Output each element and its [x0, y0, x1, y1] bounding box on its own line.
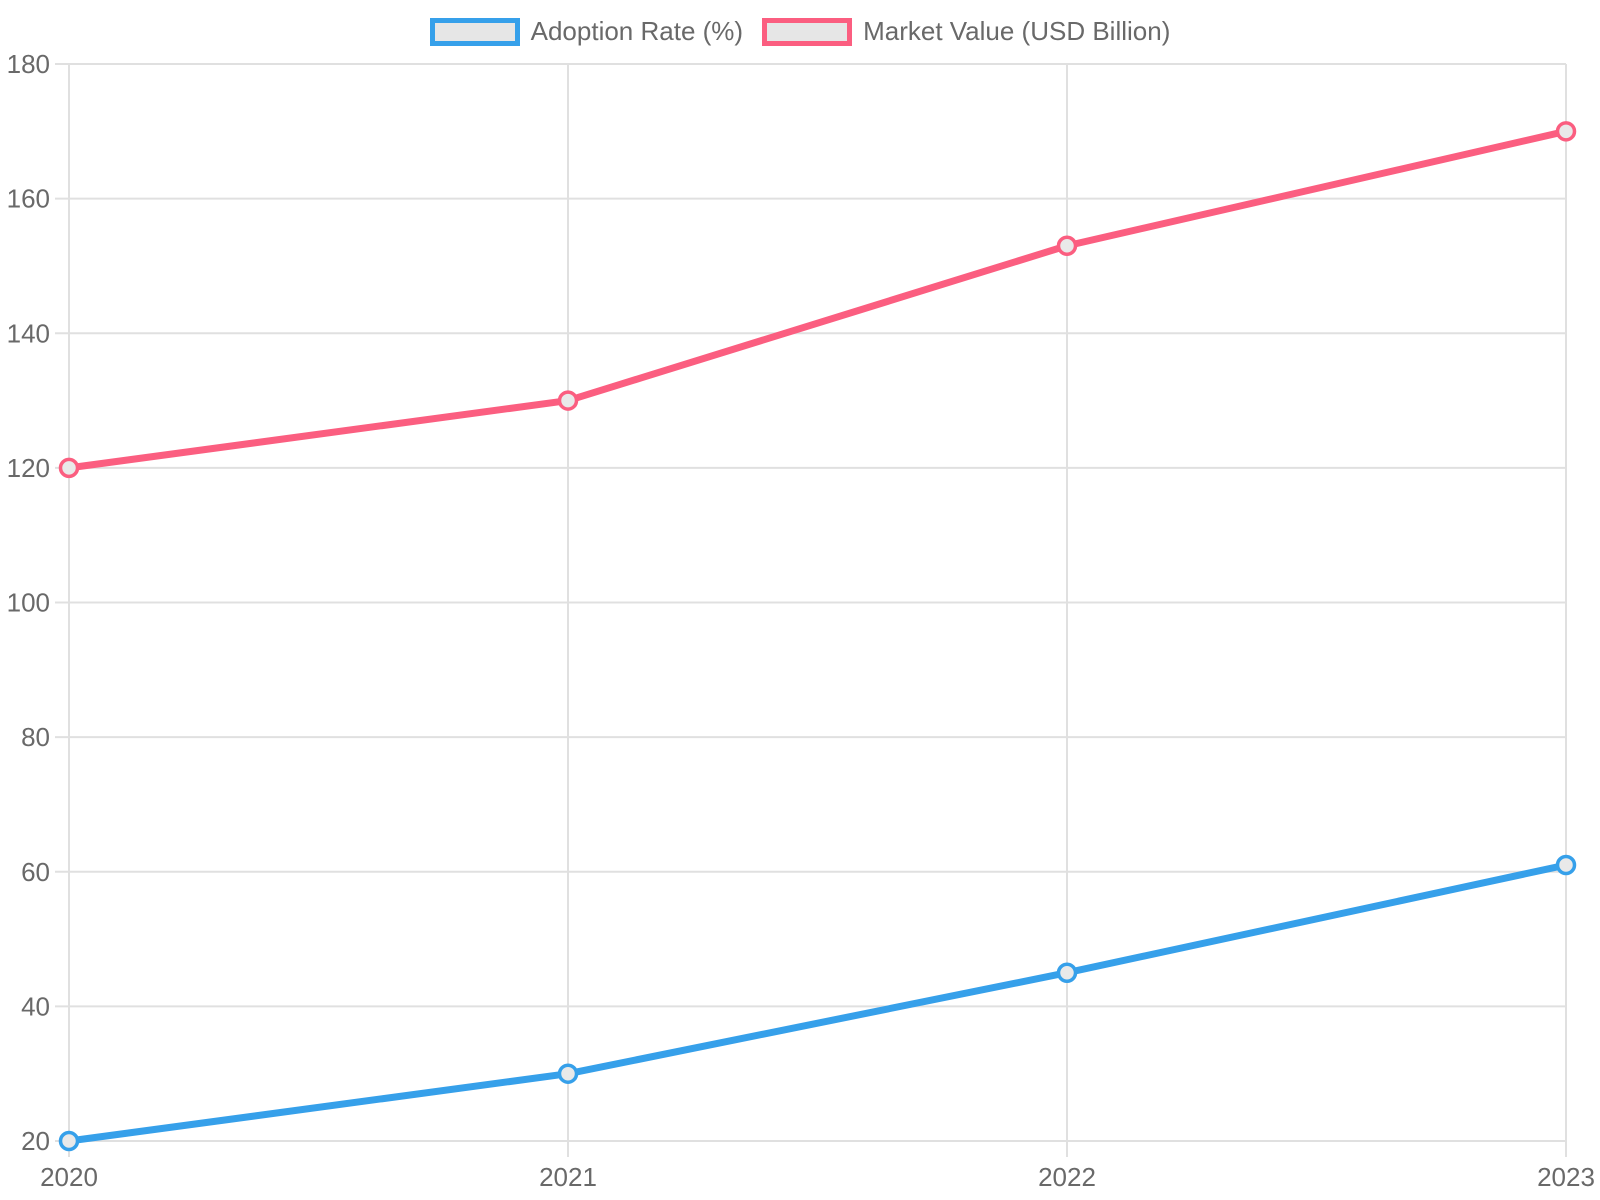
y-axis-tick-label: 120	[7, 453, 50, 483]
legend-item-adoption-rate[interactable]: Adoption Rate (%)	[429, 16, 744, 47]
y-axis-tick-label: 160	[7, 184, 50, 214]
series-line	[65, 127, 1570, 472]
data-point[interactable]	[557, 390, 579, 411]
chart-legend: Adoption Rate (%) Market Value (USD Bill…	[0, 16, 1600, 47]
x-axis-tick-label: 2023	[1537, 1162, 1595, 1192]
x-axis-tick-label: 2021	[539, 1162, 597, 1192]
series-line	[65, 861, 1570, 1145]
x-axis-tick-label: 2020	[40, 1162, 98, 1192]
data-point[interactable]	[1056, 962, 1078, 983]
y-axis-tick-label: 60	[21, 857, 50, 887]
data-point[interactable]	[58, 1130, 80, 1152]
legend-swatch-adoption-rate	[429, 17, 520, 46]
y-axis-tick-label: 140	[7, 318, 50, 348]
y-axis-tick-label: 20	[21, 1126, 50, 1156]
legend-label-market-value: Market Value (USD Billion)	[863, 16, 1171, 46]
y-axis-tick-label: 180	[7, 49, 50, 79]
legend-label-adoption-rate: Adoption Rate (%)	[530, 16, 744, 46]
y-axis-tick-label: 40	[21, 991, 50, 1021]
x-axis-tick-label: 2022	[1038, 1162, 1096, 1192]
data-point[interactable]	[58, 457, 80, 479]
legend-swatch-market-value	[762, 17, 853, 46]
y-axis-tick-label: 100	[7, 588, 50, 618]
data-point[interactable]	[1555, 854, 1577, 876]
data-point[interactable]	[557, 1063, 579, 1084]
data-point[interactable]	[1555, 121, 1577, 142]
data-point[interactable]	[1056, 235, 1078, 256]
y-axis-tick-label: 80	[21, 722, 50, 752]
legend-item-market-value[interactable]: Market Value (USD Billion)	[762, 16, 1170, 47]
